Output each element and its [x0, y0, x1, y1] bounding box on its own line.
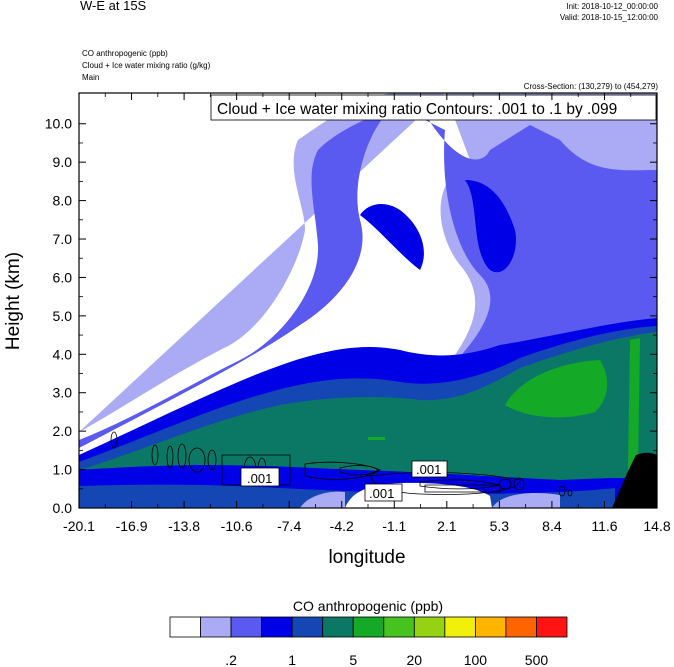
- colorbar-swatch: [230, 616, 263, 638]
- colorbar-swatch: [444, 616, 476, 638]
- colorbar-swatch: [413, 616, 446, 638]
- contour-line: [110, 431, 118, 449]
- contour-line: [424, 484, 501, 493]
- contour-line: [207, 449, 217, 471]
- x-tick-label: -1.1: [382, 518, 406, 534]
- co-region-medium-blue: [79, 105, 657, 448]
- contour-line: [339, 465, 379, 476]
- y-tick-label: 1.0: [53, 462, 73, 478]
- colorbar-label: 1: [288, 652, 296, 667]
- colorbar-label: 100: [464, 652, 488, 667]
- cross-section-label: Cross-Section: (130,279) to (454,279): [523, 82, 658, 91]
- contour-label-box: [364, 483, 403, 502]
- x-tick-label: -20.1: [63, 518, 95, 534]
- contour-line: [498, 478, 512, 490]
- colorbar-swatch: [536, 616, 568, 638]
- contour-line: [188, 447, 206, 473]
- contour-line: [221, 454, 291, 486]
- y-tick-label: 6.0: [53, 269, 73, 285]
- x-tick-label: 11.6: [591, 518, 617, 534]
- x-tick-label: 8.4: [542, 518, 562, 534]
- contour-label: .001: [247, 471, 272, 486]
- x-tick-label: 2.1: [437, 518, 457, 534]
- y-tick-label: 5.0: [53, 308, 73, 324]
- x-tick-label: 14.8: [643, 518, 670, 534]
- valid-time: Valid: 2018-10-15_12:00:00: [559, 13, 658, 22]
- x-tick-label: -10.6: [221, 518, 253, 534]
- co-region-green-east: [628, 338, 640, 470]
- colorbar-label: 500: [525, 652, 549, 667]
- contour-label-box: [240, 467, 280, 487]
- colorbar-swatch: [291, 616, 324, 638]
- contour-line: [558, 485, 566, 497]
- colorbar-swatch: [474, 616, 507, 638]
- co-region-green-streak: [368, 437, 385, 440]
- y-tick-label: 4.0: [53, 346, 73, 362]
- co-region-green: [505, 360, 608, 418]
- colorbar-swatch: [505, 616, 537, 638]
- x-axis: -20.1 -16.9 -13.8 -10.6 -7.4 -4.2 -1.1 2.1 5.3 8.…: [63, 93, 671, 534]
- co-region-surface-light: [300, 491, 560, 508]
- colorbar: [169, 616, 568, 638]
- contour-line: [151, 444, 159, 466]
- y-tick-label: 3.0: [53, 385, 73, 401]
- contour-label: .001: [369, 486, 394, 501]
- contour-label: .001: [416, 462, 441, 477]
- colorbar-title: CO anthropogenic (ppb): [293, 598, 443, 614]
- field-label-cloud: Cloud + Ice water mixing ratio (g/kg): [82, 61, 211, 70]
- terrain: [612, 452, 657, 508]
- colorbar-labels: .2 1 5 20 100 500: [225, 652, 548, 667]
- colorbar-swatch: [169, 616, 201, 638]
- y-axis: 0.0 1.0 2.0 3.0 4.0 5.0 6.0 7.0 8.0 9.0 10.0: [45, 116, 657, 516]
- y-tick-label: 2.0: [53, 423, 73, 439]
- contour-line: [177, 443, 187, 469]
- contour-line: [304, 461, 381, 480]
- y-axis-title: Height (km): [3, 252, 24, 350]
- x-tick-label: -13.8: [168, 518, 200, 534]
- colorbar-label: .2: [225, 652, 237, 667]
- x-tick-label: -7.4: [277, 518, 301, 534]
- x-axis-title: longitude: [328, 547, 405, 568]
- co-region-dark-blue-upper: [465, 180, 516, 273]
- colorbar-label: 20: [407, 652, 423, 667]
- colorbar-swatch: [200, 616, 232, 638]
- colorbar-swatch: [352, 616, 385, 638]
- y-tick-label: 9.0: [53, 154, 73, 170]
- co-field: [79, 93, 657, 508]
- contour-line: [567, 489, 573, 497]
- colorbar-swatch: [383, 616, 415, 638]
- field-label-co: CO anthropogenic (ppb): [82, 49, 168, 58]
- contour-line: [513, 477, 525, 491]
- contour-info-text: Cloud + Ice water mixing ratio Contours:…: [217, 101, 617, 118]
- co-region-teal: [79, 332, 657, 508]
- x-tick-label: -16.9: [116, 518, 148, 534]
- contour-label-box: [411, 460, 448, 478]
- y-tick-label: 10.0: [45, 116, 72, 132]
- contour-line: [166, 445, 174, 469]
- y-tick-label: 7.0: [53, 231, 73, 247]
- y-tick-label: 0.0: [53, 500, 73, 516]
- plot-title: W-E at 15S: [80, 0, 147, 13]
- x-tick-label: 5.3: [490, 518, 510, 534]
- init-time: Init: 2018-10-12_00:00:00: [566, 2, 658, 11]
- co-region-dark-blue-upper-2: [360, 203, 424, 270]
- x-tick-label: -4.2: [330, 518, 354, 534]
- colorbar-swatch: [322, 616, 354, 638]
- domain-label: Main: [82, 73, 100, 82]
- colorbar-label: 5: [349, 652, 357, 667]
- y-tick-label: 8.0: [53, 193, 73, 209]
- colorbar-swatch: [261, 616, 293, 638]
- contour-labels: .001 .001 .001: [240, 460, 448, 502]
- contour-info-box: [210, 94, 657, 121]
